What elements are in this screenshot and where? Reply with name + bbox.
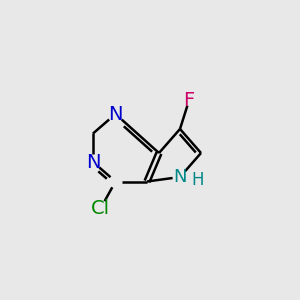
Text: N: N	[86, 152, 100, 172]
Text: Cl: Cl	[91, 199, 110, 218]
Text: N: N	[173, 168, 187, 186]
Text: N: N	[108, 104, 123, 124]
Text: H: H	[191, 171, 204, 189]
Text: F: F	[183, 91, 195, 110]
